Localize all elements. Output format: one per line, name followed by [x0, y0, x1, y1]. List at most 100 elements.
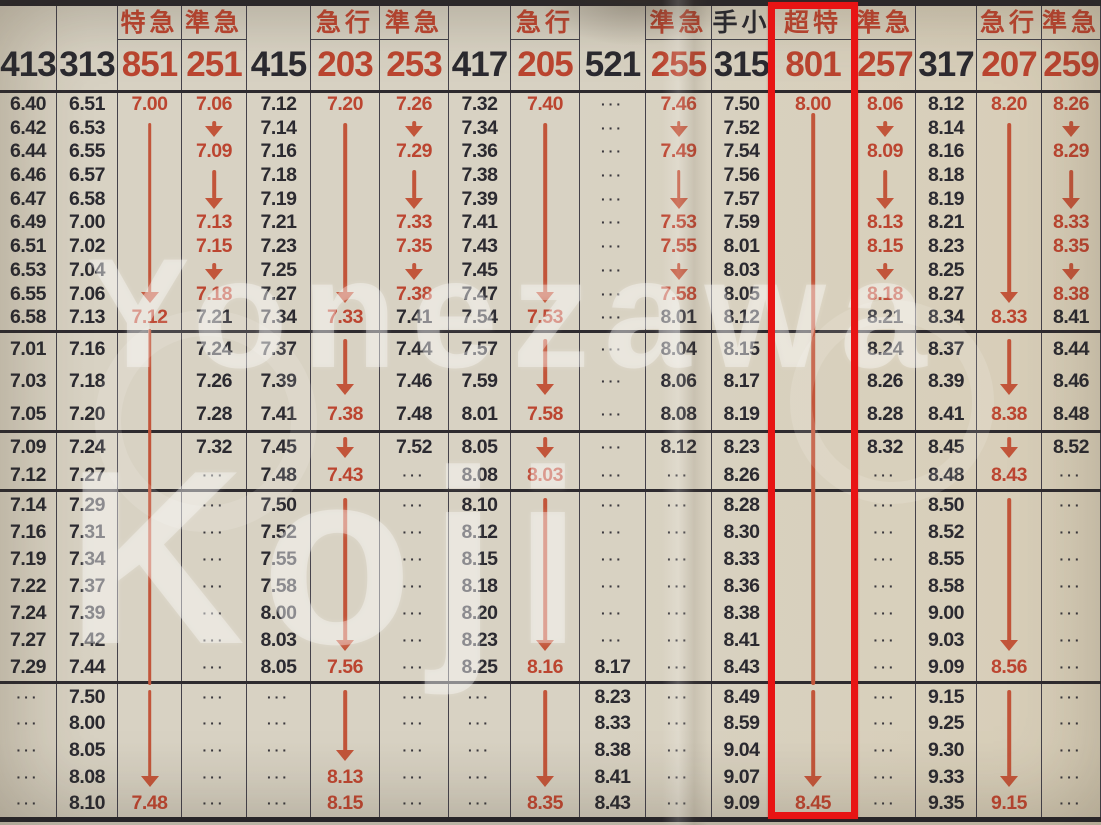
time-cell: 8.23: [461, 628, 498, 651]
dots-cell: ···: [601, 631, 624, 648]
time-cell: 8.03: [723, 258, 760, 281]
dots-cell: ···: [873, 715, 897, 732]
train-type-label: 急行: [311, 6, 379, 40]
column-header-205: 急行 205: [511, 6, 580, 90]
time-cell: 8.00: [260, 601, 297, 624]
train-number-417: 417: [451, 45, 508, 84]
dots-cell: ···: [202, 466, 226, 483]
dots-cell: ···: [267, 795, 290, 812]
time-cell: 7.48: [260, 463, 297, 486]
dots-cell: ···: [1059, 631, 1083, 648]
down-arrow: [1007, 122, 1011, 295]
column-header-413: 413: [0, 6, 57, 90]
column-205-group-5: 8.35: [511, 683, 580, 817]
time-cell: 8.00: [795, 93, 831, 115]
dots-cell: ···: [601, 309, 624, 326]
down-arrow-head: [205, 197, 223, 209]
column-255-group-3: 8.12 ···: [646, 432, 712, 489]
dots-cell: ···: [667, 795, 690, 812]
dots-cell: ···: [402, 466, 426, 483]
column-203-group-5: 8.13 8.15: [311, 683, 380, 817]
time-cell: 7.02: [69, 235, 105, 258]
header-row: 413 313 特急 851 準急 251 415 急行 203 準急 253 417 急行 205 521…: [0, 6, 1101, 93]
down-arrow: [412, 120, 416, 129]
time-cell: 7.16: [10, 520, 46, 543]
train-number-203: 203: [317, 45, 373, 84]
dots-cell: ···: [202, 715, 226, 732]
time-cell: 6.44: [10, 140, 46, 163]
column-251-group-4: ··· ··· ··· ··· ··· ··· ···: [182, 491, 247, 681]
down-arrow: [343, 689, 347, 752]
column-801-group-1: 8.00: [772, 93, 855, 334]
column-header-203: 急行 203: [311, 6, 380, 90]
dots-cell: ···: [873, 496, 897, 513]
dots-cell: ···: [1059, 688, 1083, 705]
time-cell: 8.55: [928, 547, 964, 570]
time-cell: 6.51: [10, 235, 46, 258]
time-cell: 8.12: [461, 520, 498, 543]
dots-cell: ···: [202, 577, 226, 594]
time-cell: 7.47: [461, 282, 498, 305]
row-group-4: 7.14 7.16 7.19 7.22 7.24 7.27 7.29 7.29 7.31 7.34…: [0, 487, 1101, 685]
time-cell: 8.19: [928, 187, 964, 210]
time-cell: 7.46: [396, 370, 432, 393]
train-type-label: 準急: [646, 6, 711, 40]
dots-cell: ···: [601, 143, 624, 160]
time-cell: 7.06: [196, 93, 232, 115]
column-257-group-5: ··· ··· ··· ··· ···: [855, 683, 916, 817]
down-arrow-head: [140, 292, 159, 304]
down-arrow-head: [405, 126, 423, 138]
column-header-257: 準急 257: [855, 6, 916, 90]
column-315-group-5: 8.49 8.59 9.04 9.07 9.09: [712, 683, 772, 817]
time-cell: 6.55: [10, 282, 46, 305]
column-251-group-2: 7.24 7.26 7.28: [182, 333, 247, 430]
time-cell: 8.16: [527, 655, 563, 678]
time-cell: 7.52: [396, 435, 432, 458]
time-cell: 8.21: [928, 211, 964, 234]
time-cell: 8.46: [1053, 370, 1089, 393]
dots-cell: ···: [267, 742, 290, 759]
time-cell: 7.18: [69, 370, 105, 393]
time-cell: 8.25: [928, 258, 964, 281]
dots-cell: ···: [16, 742, 40, 759]
time-cell: 7.41: [396, 306, 432, 329]
time-cell: 8.17: [594, 655, 631, 678]
column-413-group-1: 6.40 6.42 6.44 6.46 6.47 6.49 6.51 6.53 6.55 6.58: [0, 93, 57, 330]
column-header-317: 317: [916, 6, 977, 90]
time-cell: 8.43: [991, 463, 1027, 486]
dots-cell: ···: [16, 768, 40, 785]
down-arrow-head: [669, 268, 688, 280]
dots-cell: ···: [601, 438, 624, 455]
column-header-801: 超特 801: [772, 6, 855, 90]
down-arrow: [676, 120, 681, 129]
time-cell: 8.37: [928, 338, 964, 360]
dots-cell: ···: [1059, 768, 1083, 785]
column-header-521: 521: [580, 6, 646, 90]
time-cell: 8.41: [723, 628, 760, 651]
down-arrow-head: [1000, 292, 1018, 304]
down-arrow-head: [669, 126, 688, 138]
dots-cell: ···: [402, 577, 426, 594]
time-cell: 7.50: [260, 493, 297, 516]
time-cell: 7.27: [10, 628, 46, 651]
time-cell: 8.24: [867, 338, 903, 360]
time-cell: 7.50: [69, 685, 105, 708]
column-413-group-2: 7.01 7.03 7.05: [0, 333, 57, 430]
time-cell: 6.47: [10, 187, 46, 210]
column-317-group-2: 8.37 8.39 8.41: [916, 333, 977, 430]
dots-cell: ···: [402, 550, 426, 567]
time-cell: 8.05: [723, 282, 760, 305]
time-cell: 8.27: [928, 282, 964, 305]
dots-cell: ···: [873, 466, 897, 483]
train-number-253: 253: [386, 45, 442, 84]
time-cell: 7.45: [260, 435, 297, 458]
dots-cell: ···: [601, 550, 624, 567]
dots-cell: ···: [202, 550, 226, 567]
dots-cell: ···: [267, 768, 290, 785]
down-arrow: [676, 262, 681, 271]
dots-cell: ···: [468, 715, 491, 732]
time-cell: 8.01: [660, 306, 697, 329]
time-cell: 7.54: [723, 140, 760, 163]
time-cell: 7.48: [131, 792, 168, 815]
train-number-801: 801: [785, 45, 841, 84]
